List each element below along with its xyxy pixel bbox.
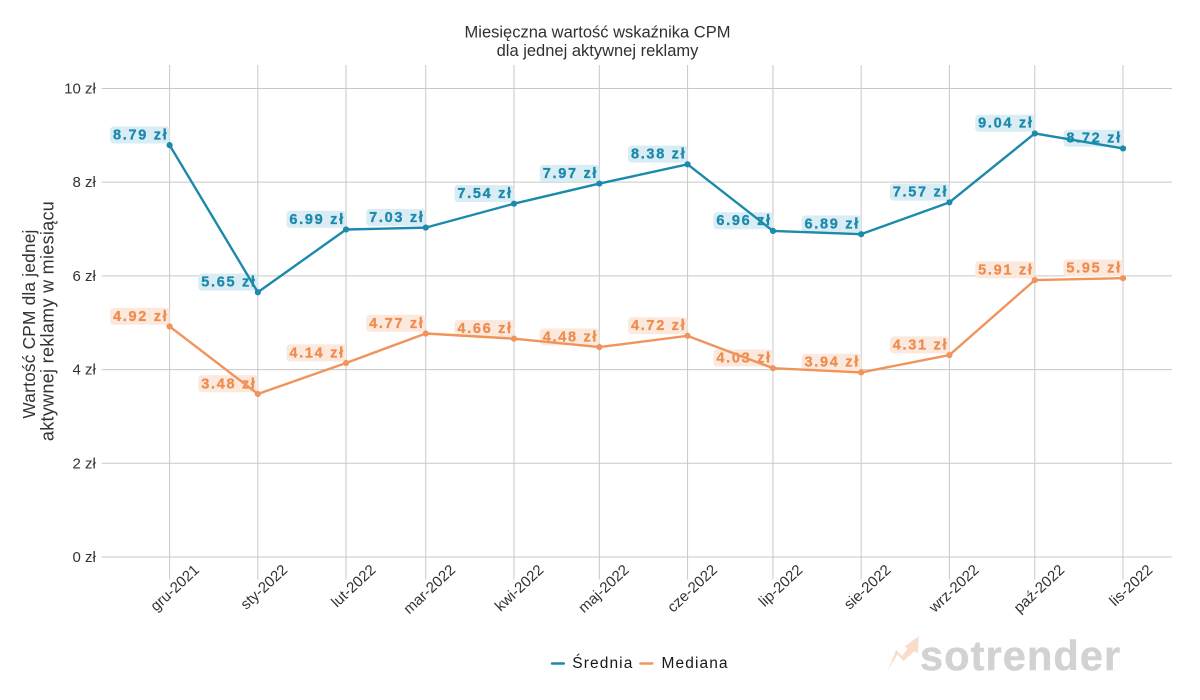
svg-text:sie-2022: sie-2022 [841, 561, 895, 613]
svg-text:4.48 zł: 4.48 zł [543, 329, 598, 345]
svg-text:10 zł: 10 zł [64, 81, 96, 98]
svg-text:sotrender: sotrender [920, 632, 1121, 679]
svg-text:8.38 zł: 8.38 zł [631, 147, 686, 163]
svg-text:gru-2021: gru-2021 [147, 561, 203, 614]
svg-text:4 zł: 4 zł [72, 362, 96, 379]
svg-text:lut-2022: lut-2022 [328, 561, 379, 610]
svg-text:wrz-2022: wrz-2022 [925, 561, 982, 616]
svg-text:3.94 zł: 3.94 zł [805, 355, 860, 371]
svg-text:5.91 zł: 5.91 zł [978, 262, 1033, 278]
svg-text:kwi-2022: kwi-2022 [492, 561, 547, 614]
svg-text:4.31 zł: 4.31 zł [893, 337, 948, 353]
svg-text:2 zł: 2 zł [72, 455, 96, 472]
svg-text:8.72 zł: 8.72 zł [1066, 131, 1121, 147]
svg-text:sty-2022: sty-2022 [237, 561, 291, 613]
svg-text:9.04 zł: 9.04 zł [978, 116, 1033, 132]
svg-text:4.92 zł: 4.92 zł [113, 309, 168, 325]
svg-text:Mediana: Mediana [662, 655, 729, 672]
svg-text:6.96 zł: 6.96 zł [716, 213, 771, 229]
svg-text:paź-2022: paź-2022 [1011, 561, 1068, 616]
svg-text:dla jednej aktywnej reklamy: dla jednej aktywnej reklamy [497, 42, 700, 60]
svg-text:Wartość CPM dla jednej: Wartość CPM dla jednej [19, 229, 39, 418]
svg-text:maj-2022: maj-2022 [575, 561, 632, 616]
svg-text:6.99 zł: 6.99 zł [289, 212, 344, 228]
svg-text:aktywnej reklamy w miesiącu: aktywnej reklamy w miesiącu [37, 201, 57, 441]
svg-text:Miesięczna wartość wskaźnika C: Miesięczna wartość wskaźnika CPM [465, 24, 731, 42]
svg-text:Średnia: Średnia [572, 654, 633, 672]
svg-text:7.54 zł: 7.54 zł [457, 186, 512, 202]
svg-text:4.66 zł: 4.66 zł [457, 321, 512, 337]
svg-text:6 zł: 6 zł [72, 268, 96, 285]
svg-text:5.95 zł: 5.95 zł [1066, 261, 1121, 277]
svg-text:lis-2022: lis-2022 [1106, 561, 1156, 609]
svg-text:0 zł: 0 zł [72, 549, 96, 566]
svg-text:mar-2022: mar-2022 [400, 561, 459, 617]
svg-text:3.48 zł: 3.48 zł [201, 376, 256, 392]
svg-text:4.77 zł: 4.77 zł [369, 316, 424, 332]
svg-text:7.97 zł: 7.97 zł [543, 166, 598, 182]
svg-text:8.79 zł: 8.79 zł [113, 127, 168, 143]
svg-text:4.14 zł: 4.14 zł [289, 345, 344, 361]
svg-text:8 zł: 8 zł [72, 174, 96, 191]
svg-text:cze-2022: cze-2022 [664, 561, 721, 616]
svg-text:7.57 zł: 7.57 zł [893, 185, 948, 201]
svg-text:5.65 zł: 5.65 zł [201, 275, 256, 291]
svg-text:7.03 zł: 7.03 zł [369, 210, 424, 226]
svg-text:6.89 zł: 6.89 zł [805, 216, 860, 232]
svg-text:4.72 zł: 4.72 zł [631, 318, 686, 334]
svg-text:lip-2022: lip-2022 [756, 561, 807, 610]
